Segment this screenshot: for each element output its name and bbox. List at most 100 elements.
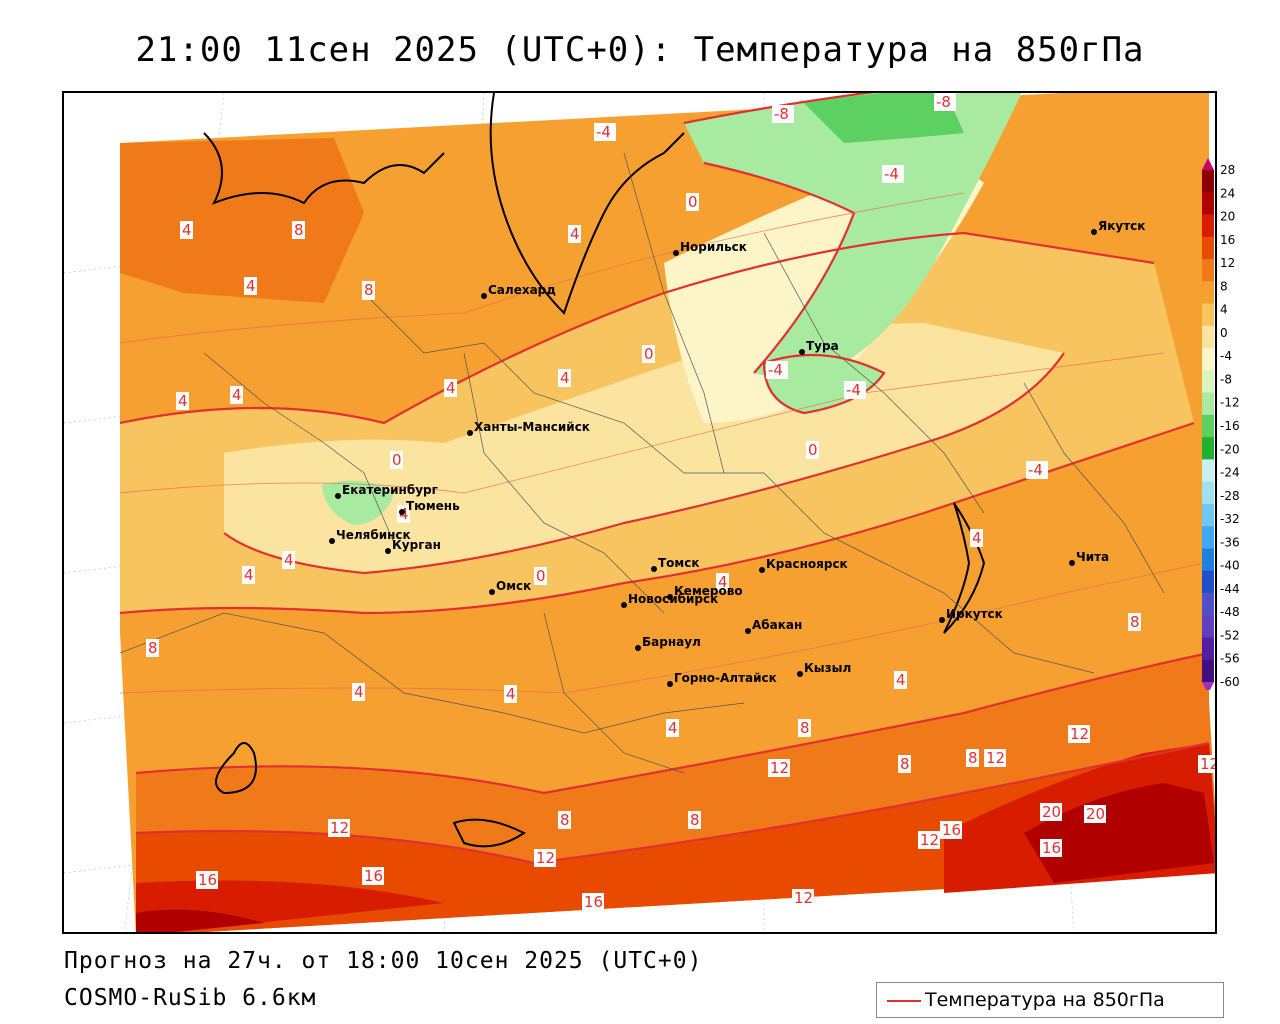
isotherm-label-52: 16 — [1040, 839, 1062, 857]
colorbar-swatch — [1202, 192, 1214, 216]
colorbar-labels: 28 24 20 16 12 8 4 0 -4 -8 -12 -16 -20 -24 -28 -32 -36 -4… — [1220, 163, 1240, 689]
isotherm-label-24: 8 — [146, 639, 159, 657]
isotherm-label-34: 4 — [894, 671, 907, 689]
city-10[interactable]: Томск — [651, 556, 700, 572]
isotherm-label-bg — [966, 749, 979, 767]
isotherm-labels: -8 -8 -4 -4 0 4 4 8 8 4 8 4 0 4 4 4 0 -4 -4 0 -4 4 4 0 8 4 4 4 8 4 4 4 8… — [146, 93, 1215, 911]
isotherm-label-bg — [328, 819, 350, 837]
colorbar-tick-label: 28 — [1220, 163, 1235, 177]
isotherm-label-35: 12 — [768, 759, 790, 777]
isotherm-label-29: 4 — [242, 566, 255, 584]
city-18[interactable]: Горно-Алтайск — [667, 671, 777, 687]
city-14[interactable]: Абакан — [745, 618, 802, 634]
city-13[interactable]: Кемерово — [667, 584, 743, 600]
city-1[interactable]: Норильск — [673, 240, 747, 256]
city-2[interactable]: Салехард — [481, 283, 556, 299]
borders — [119, 152, 1165, 774]
city-3[interactable]: Тура — [799, 339, 839, 355]
isotherm-label-bg — [1068, 725, 1090, 743]
colorbar-swatch — [1202, 503, 1214, 527]
colorbar-tick-label: 16 — [1220, 233, 1235, 247]
colorbar-tick-label: -20 — [1220, 442, 1240, 456]
isotherm-label-text: 4 — [182, 221, 192, 239]
colorbar-tick-label: -52 — [1220, 628, 1240, 642]
city-marker — [1069, 560, 1075, 566]
model-info: COSMO-RuSib 6.6км — [64, 985, 317, 1011]
isotherm-label-text: 0 — [536, 567, 546, 585]
isotherm-label-text: 4 — [972, 529, 982, 547]
colorbar-swatch — [1202, 236, 1214, 260]
isotherm-label-bg — [282, 551, 295, 569]
colorbar-tick-label: -60 — [1220, 675, 1240, 689]
city-label: Норильск — [680, 240, 747, 254]
colorbar-tick-label: -4 — [1220, 349, 1232, 363]
isotherm-label-bg — [894, 671, 907, 689]
city-label: Красноярск — [766, 557, 848, 571]
isotherm-label-bg — [1128, 613, 1141, 631]
colorbar-swatch — [1202, 615, 1214, 638]
isotherm-label-1: -8 — [772, 105, 794, 123]
colorbar-tick-label: 24 — [1220, 186, 1235, 200]
isotherm-label-47: 20 — [1084, 805, 1106, 823]
colorbar-tick-label: -44 — [1220, 582, 1240, 596]
colorbar-swatch — [1202, 570, 1214, 594]
city-5[interactable]: Екатеринбург — [335, 483, 438, 499]
city-marker — [489, 589, 495, 595]
isotherm-label-bg — [1084, 805, 1106, 823]
isotherm-label-bg — [898, 755, 911, 773]
city-8[interactable]: Курган — [385, 538, 441, 554]
isotherm-label-bg — [792, 889, 814, 907]
isotherm-label-bg — [1026, 461, 1048, 479]
isotherm-label-43: 16 — [362, 867, 384, 885]
city-7[interactable]: Челябинск — [329, 528, 411, 544]
isotherm-label-text: 0 — [808, 441, 818, 459]
colorbar-swatch — [1202, 459, 1214, 483]
isotherm-label-6: 4 — [180, 221, 193, 239]
city-19[interactable]: Кызыл — [797, 661, 851, 677]
isotherm-label-bg — [390, 451, 403, 469]
isotherm-label-bg — [934, 93, 956, 111]
city-0[interactable]: Якутск — [1091, 219, 1145, 235]
isotherm-label-text: 4 — [232, 386, 242, 404]
isotherm-label-text: -8 — [936, 93, 951, 111]
city-6[interactable]: Тюмень — [399, 499, 460, 515]
isotherm-label-bg — [970, 529, 983, 547]
colorbar-swatch — [1202, 214, 1214, 238]
city-marker — [939, 617, 945, 623]
colorbar-swatch — [1202, 592, 1214, 616]
isotherm-label-text: 8 — [968, 749, 978, 767]
isotherm-label-bg — [534, 849, 556, 867]
isotherm-label-text: 4 — [446, 379, 456, 397]
city-16[interactable]: Чита — [1069, 550, 1109, 566]
isotherm-label-bg — [666, 719, 679, 737]
city-label: Якутск — [1098, 219, 1145, 233]
isotherm-label-bg — [984, 749, 1006, 767]
city-marker — [635, 645, 641, 651]
city-label: Кемерово — [674, 584, 743, 598]
temperature-map[interactable]: -8 -8 -4 -4 0 4 4 8 8 4 8 4 0 4 4 4 0 -4 -4 0 -4 4 4 0 8 4 4 4 8 4 4 4 8… — [64, 93, 1217, 934]
city-11[interactable]: Красноярск — [759, 557, 848, 573]
legend-line-swatch — [887, 1000, 921, 1002]
isotherm-label-text: 8 — [900, 755, 910, 773]
isotherm-label-text: 4 — [506, 685, 516, 703]
city-label: Тура — [806, 339, 839, 353]
isotherm-label-bg — [918, 831, 940, 849]
colorbar-tick-label: -28 — [1220, 489, 1240, 503]
city-15[interactable]: Иркутск — [939, 607, 1003, 623]
city-12[interactable]: Новосибирск — [621, 592, 718, 608]
isotherm-label-text: 0 — [688, 193, 698, 211]
colorbar-swatch — [1202, 325, 1214, 349]
isotherm-label-text: 0 — [392, 451, 402, 469]
isotherm-label-bg — [1040, 803, 1062, 821]
isotherm-label-text: 16 — [198, 871, 217, 889]
city-label: Екатеринбург — [342, 483, 438, 497]
colorbar-tick-label: -40 — [1220, 559, 1240, 573]
city-4[interactable]: Ханты-Мансийск — [467, 420, 590, 436]
city-9[interactable]: Омск — [489, 579, 531, 595]
city-marker — [667, 681, 673, 687]
city-17[interactable]: Барнаул — [635, 635, 701, 651]
colorbar-swatch — [1202, 414, 1214, 438]
isotherm-label-15: 4 — [176, 392, 189, 410]
isotherm-label-bg — [230, 386, 243, 404]
isotherm-label-text: 8 — [690, 811, 700, 829]
